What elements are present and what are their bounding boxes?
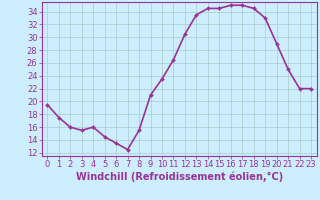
X-axis label: Windchill (Refroidissement éolien,°C): Windchill (Refroidissement éolien,°C): [76, 172, 283, 182]
